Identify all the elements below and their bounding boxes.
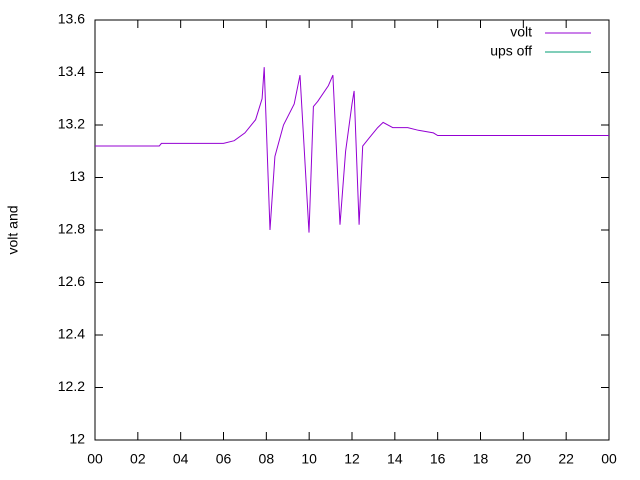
legend-label: ups off bbox=[490, 43, 532, 59]
legend-label: volt bbox=[510, 24, 532, 40]
y-axis-label: volt and bbox=[5, 205, 21, 254]
line-series bbox=[95, 67, 609, 233]
y-tick-label: 13.2 bbox=[58, 116, 85, 132]
x-tick-label: 16 bbox=[430, 451, 446, 467]
x-tick-label: 06 bbox=[216, 451, 232, 467]
x-tick-label: 14 bbox=[387, 451, 403, 467]
x-tick-label: 10 bbox=[301, 451, 317, 467]
y-tick-label: 12 bbox=[69, 431, 85, 447]
x-tick-label: 12 bbox=[344, 451, 360, 467]
x-tick-label: 00 bbox=[87, 451, 103, 467]
x-tick-label: 08 bbox=[259, 451, 275, 467]
y-tick-label: 12.4 bbox=[58, 326, 85, 342]
y-tick-label: 13.6 bbox=[58, 11, 85, 27]
y-tick-label: 13 bbox=[69, 168, 85, 184]
x-tick-label: 20 bbox=[516, 451, 532, 467]
y-tick-label: 12.8 bbox=[58, 221, 85, 237]
y-tick-label: 12.6 bbox=[58, 273, 85, 289]
x-tick-label: 22 bbox=[558, 451, 574, 467]
x-tick-label: 18 bbox=[473, 451, 489, 467]
x-tick-label: 02 bbox=[130, 451, 146, 467]
x-tick-label: 04 bbox=[173, 451, 189, 467]
x-tick-label: 00 bbox=[601, 451, 617, 467]
plot-frame bbox=[94, 19, 610, 441]
y-tick-label: 12.2 bbox=[58, 378, 85, 394]
y-tick-label: 13.4 bbox=[58, 63, 85, 79]
